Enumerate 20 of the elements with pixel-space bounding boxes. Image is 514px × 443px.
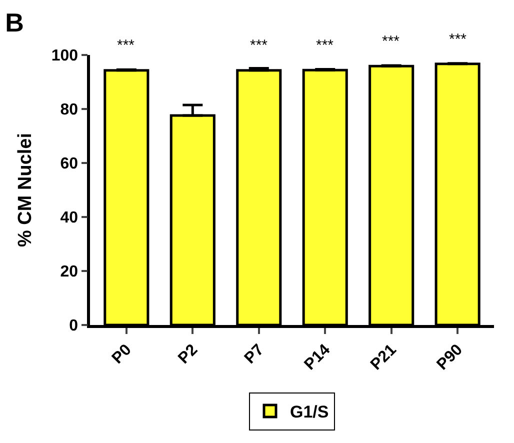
annotation: *** — [382, 33, 400, 50]
y-tick-label: 100 — [51, 48, 78, 65]
x-tick-label: P14 — [301, 341, 334, 374]
x-tick-label: P0 — [109, 341, 135, 368]
y-tick-label: 20 — [60, 264, 78, 281]
x-tick-label: P7 — [242, 341, 268, 368]
x-tick-label: P90 — [434, 341, 466, 374]
chart-title: B — [5, 7, 24, 38]
y-tick-label: 40 — [60, 210, 78, 227]
y-axis-title: % CM Nuclei — [15, 132, 36, 248]
x-tick-label: P21 — [368, 341, 400, 374]
annotation: *** — [250, 37, 268, 54]
annotation: *** — [449, 31, 467, 48]
annotation: *** — [117, 37, 135, 54]
x-tick-label: P2 — [175, 341, 202, 368]
y-tick-label: 80 — [60, 102, 78, 119]
y-tick-label: 60 — [60, 156, 78, 173]
y-tick-label: 0 — [69, 318, 78, 335]
legend-label: G1/S — [290, 402, 329, 422]
annotation: *** — [316, 37, 334, 54]
